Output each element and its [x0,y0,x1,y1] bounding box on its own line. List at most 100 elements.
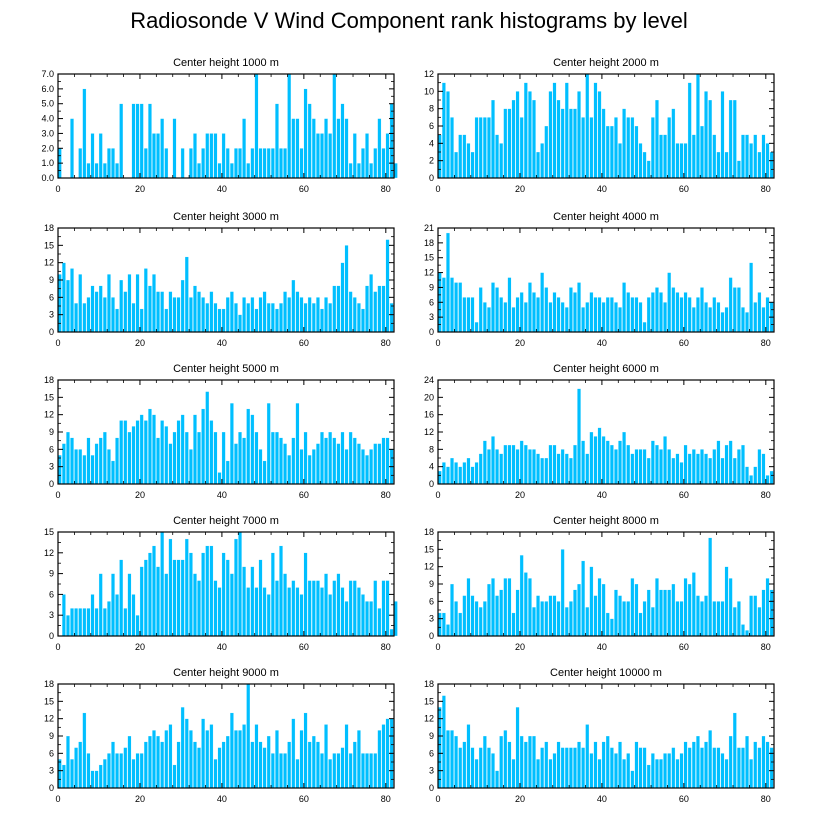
bar [193,414,197,485]
bar [577,741,581,789]
bar [270,431,275,485]
bar [98,285,103,333]
bar [352,741,357,789]
bar [564,747,569,789]
bar [332,73,337,179]
bar [164,573,169,637]
x-tick-label: 0 [435,794,440,804]
bar [515,91,520,179]
bar [254,308,259,333]
bar [523,302,528,333]
bar [757,449,762,485]
y-tick-label: 9 [49,275,54,285]
bar [279,753,283,789]
bar [712,297,717,333]
bar [328,431,333,485]
bar [147,408,152,485]
bar [66,615,70,637]
bar [254,431,259,485]
y-tick-label: 16 [424,410,434,420]
bar [229,162,234,179]
y-tick-label: 10 [424,86,434,96]
x-tick-label: 80 [761,184,771,194]
bar [82,88,87,179]
bar [336,573,341,637]
bar [605,125,610,179]
bar [94,162,99,179]
bar [642,747,647,789]
bar [585,606,590,637]
bar [311,118,316,179]
bar [450,117,454,179]
bar [704,595,708,637]
bar [213,133,218,179]
bar [597,91,602,179]
y-tick-label: 3 [429,312,434,322]
bar [127,274,132,333]
bar [552,753,557,789]
bar [156,735,160,789]
bar [168,443,173,485]
bar [634,741,639,789]
x-tick-label: 40 [597,642,607,652]
bar [205,302,210,333]
bar [254,73,259,179]
bar [573,108,577,179]
bar [234,538,238,637]
bar [609,618,614,637]
bar [581,307,586,333]
bar [765,475,770,485]
bar [724,444,729,485]
bar [320,308,324,333]
bar [369,753,374,789]
bar [441,277,446,333]
bar [98,133,103,179]
bar [712,601,717,637]
bar [262,460,267,485]
bar [94,770,99,789]
bar [691,572,696,637]
bar [687,747,692,789]
bar [687,583,692,637]
bar [102,162,107,179]
bar [221,431,226,485]
x-tick-label: 20 [515,794,525,804]
bar [139,753,144,789]
bar [156,291,160,333]
bar [523,572,528,637]
bar [679,143,684,179]
bar [324,437,328,485]
bar [270,302,275,333]
bar [275,308,279,333]
bar [536,151,540,179]
bar [201,148,206,179]
bar [630,770,635,789]
bar [176,741,181,789]
bar [720,601,725,637]
y-tick-label: 3 [49,610,54,620]
bar [589,292,594,333]
bar [716,151,721,179]
bar [283,753,288,789]
bar [266,735,271,789]
bar [82,712,87,789]
bar [70,268,74,333]
bar [352,437,357,485]
bar [708,99,713,179]
bar [609,297,614,333]
bar [687,297,692,333]
bar [78,449,83,485]
bar [348,291,353,333]
y-tick-label: 12 [44,410,54,420]
bar [441,612,446,637]
bar [160,531,165,637]
bar [593,595,598,637]
x-tick-label: 60 [679,794,689,804]
bar [704,91,708,179]
y-tick-label: 0 [49,327,54,337]
bar [650,753,655,789]
bar [160,118,165,179]
bar [320,133,324,179]
bar [336,285,341,333]
bar [454,282,459,333]
